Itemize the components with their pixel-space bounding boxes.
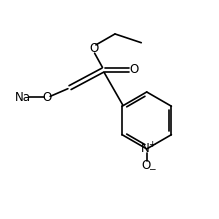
Text: +: +: [148, 140, 155, 150]
Text: O: O: [141, 159, 150, 172]
Text: N: N: [141, 141, 149, 155]
Text: O: O: [42, 91, 52, 104]
Text: O: O: [129, 63, 138, 76]
Text: −: −: [148, 164, 155, 173]
Text: Na: Na: [15, 90, 31, 104]
Text: O: O: [90, 42, 99, 55]
